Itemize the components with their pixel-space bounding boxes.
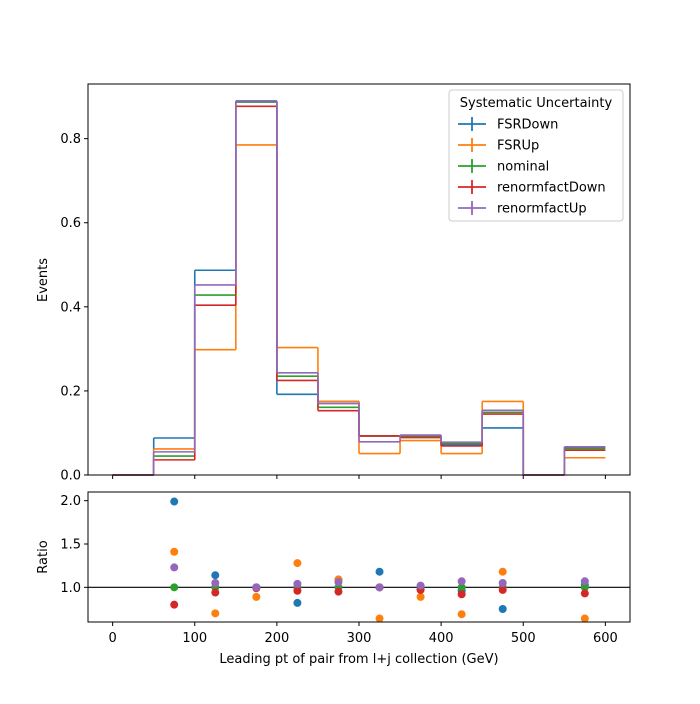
legend-label: renormfactUp [497, 202, 587, 217]
ratio-y-ticks: 1.0 1.5 2.0 [60, 494, 88, 596]
legend-entry-nominal: nominal [458, 159, 549, 175]
legend-entry-renormfactup: renormfactUp [458, 201, 587, 217]
ratio-x-tick-label: 300 [347, 631, 372, 646]
main-y-axis-label: Events [36, 258, 51, 302]
legend-entries: FSRDown FSRUp nominal renormfactDown renormf… [458, 117, 606, 217]
main-y-tick-label: 0.4 [60, 300, 81, 315]
legend-entry-renormfactdown: renormfactDown [458, 180, 606, 196]
legend-label: nominal [497, 160, 549, 175]
legend-label: FSRUp [497, 139, 539, 154]
ratio-y-axis-label: Ratio [36, 540, 51, 573]
ratio-point-renormfactdown [457, 590, 466, 599]
ratio-point-nominal [580, 583, 589, 592]
ratio-point-renormfactdown [293, 586, 302, 595]
ratio-point-fsrdown [170, 497, 179, 506]
ratio-x-ticks: 0 100 200 300 400 500 600 [108, 622, 618, 646]
ratio-point-fsrdown [293, 598, 302, 607]
ratio-point-fsrup [170, 547, 179, 556]
ratio-series-fsrup [170, 547, 589, 623]
ratio-series-renormfactup [170, 563, 589, 592]
main-y-ticks: 0.0 0.2 0.4 0.6 0.8 [60, 132, 88, 484]
ratio-x-tick-label: 100 [182, 631, 207, 646]
ratio-point-fsrdown [375, 567, 384, 576]
ratio-y-tick-label: 1.5 [60, 538, 81, 553]
legend-entry-fsrdown: FSRDown [458, 117, 558, 133]
ratio-x-tick-label: 0 [108, 631, 116, 646]
legend: Systematic Uncertainty FSRDown FSRUp nomin… [448, 89, 624, 222]
ratio-point-renormfactup [170, 563, 179, 572]
ratio-point-renormfactdown [580, 589, 589, 598]
ratio-point-fsrup [580, 614, 589, 623]
ratio-point-renormfactup [211, 579, 220, 587]
ratio-point-renormfactup [416, 581, 425, 590]
ratio-point-renormfactup [580, 577, 589, 586]
legend-box [448, 89, 624, 222]
ratio-point-renormfactdown [498, 585, 507, 594]
ratio-point-fsrup [211, 609, 220, 618]
ratio-point-renormfactup [498, 579, 507, 587]
ratio-point-fsrup [375, 614, 384, 623]
ratio-point-renormfactup [457, 577, 466, 586]
ratio-point-renormfactdown [211, 588, 220, 597]
ratio-x-tick-label: 200 [264, 631, 289, 646]
main-y-tick-label: 0.8 [60, 132, 81, 147]
legend-label: renormfactDown [497, 181, 606, 196]
ratio-y-tick-label: 2.0 [60, 494, 81, 509]
ratio-point-fsrdown [498, 605, 507, 613]
ratio-x-tick-label: 600 [593, 631, 618, 646]
ratio-point-renormfactup [293, 579, 302, 588]
ratio-point-renormfactup [252, 583, 261, 592]
legend-title: Systematic Uncertainty [460, 96, 613, 111]
ratio-point-renormfactdown [334, 587, 343, 596]
legend-entry-fsrup: FSRUp [458, 138, 539, 154]
main-x-ticks [112, 475, 606, 479]
ratio-panel: 1.0 1.5 2.0 0 100 200 300 400 500 600 Ratio Lead… [36, 491, 631, 667]
main-y-tick-label: 0.0 [60, 469, 81, 484]
main-panel: 0.0 0.2 0.4 0.6 0.8 Events Systematic Uncert… [36, 83, 631, 484]
ratio-point-renormfactup [334, 578, 343, 587]
ratio-y-tick-label: 1.0 [60, 581, 81, 596]
ratio-point-renormfactup [375, 583, 384, 592]
ratio-point-renormfactdown [170, 600, 179, 609]
ratio-point-nominal [457, 583, 466, 592]
ratio-point-fsrup [252, 592, 261, 601]
legend-label: FSRDown [497, 118, 558, 133]
ratio-points [88, 497, 630, 623]
x-axis-label: Leading pt of pair from l+j collection (… [219, 652, 498, 667]
ratio-x-tick-label: 400 [429, 631, 454, 646]
ratio-point-fsrup [293, 559, 302, 568]
ratio-point-nominal [170, 583, 179, 592]
ratio-point-fsrup [416, 592, 425, 601]
ratio-x-tick-label: 500 [511, 631, 536, 646]
main-y-tick-label: 0.2 [60, 384, 81, 399]
ratio-point-fsrup [498, 567, 507, 576]
ratio-point-fsrdown [211, 571, 220, 580]
main-y-tick-label: 0.6 [60, 216, 81, 231]
ratio-point-fsrup [457, 610, 466, 619]
